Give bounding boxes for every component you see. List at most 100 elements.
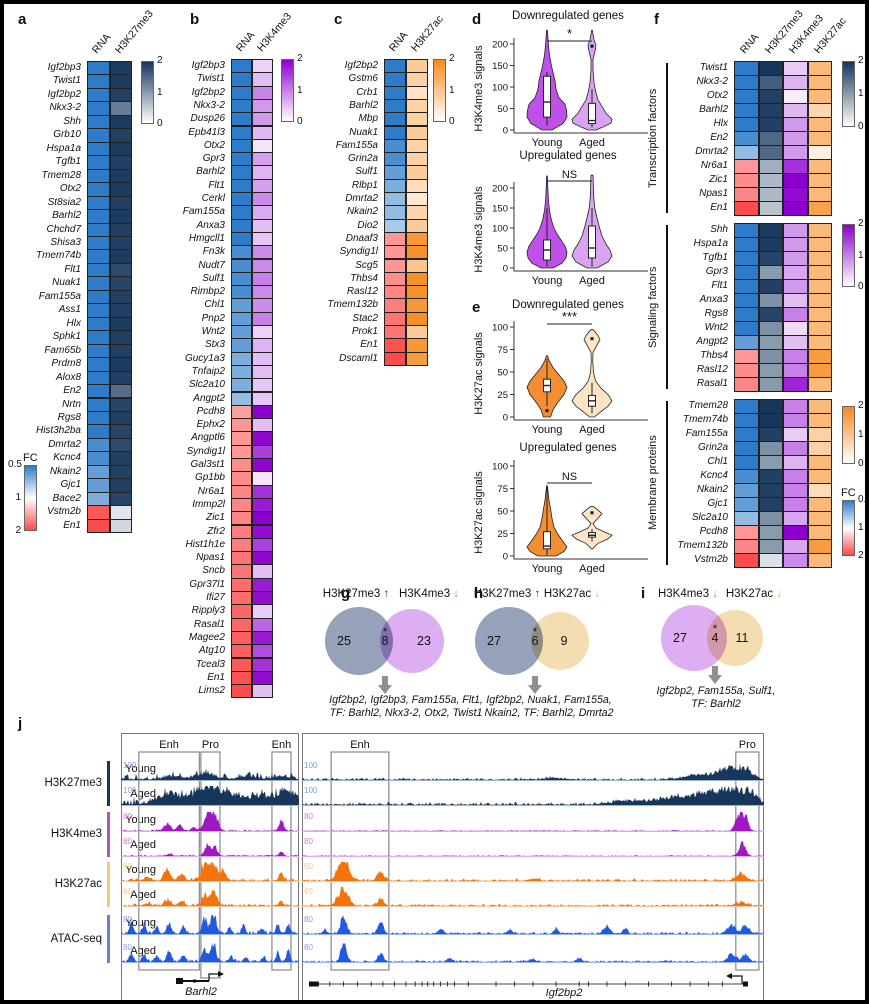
- venn-count: 4: [711, 631, 719, 645]
- track-scale-label: 80: [304, 915, 313, 924]
- gene-label: Chl1: [707, 456, 728, 467]
- gene-label: Thbs4: [700, 350, 728, 361]
- gene-label: Nkain2: [49, 465, 81, 477]
- venn-gene-list: Igf2bp2, Nuak1, Fam155a,: [486, 694, 612, 706]
- gene-label: Crb1: [356, 86, 378, 98]
- gene-label: Hspa1a: [693, 238, 728, 249]
- track-signal-H3K4me3-aged: [121, 842, 299, 856]
- venn-count: 11: [735, 631, 749, 645]
- gene-label: Dio2: [357, 219, 378, 231]
- heatmap-cell-mark: [406, 351, 428, 366]
- heatmap-cell-rna: [87, 518, 110, 534]
- venn-count-star: *: [382, 626, 388, 638]
- gene-label: Nr6a1: [700, 160, 728, 171]
- gene-label: Stac2: [352, 312, 378, 324]
- direction-arrow-icon: ↓: [776, 588, 783, 600]
- genome-tracks-panel-j: H3K27me3 Young Aged H3K4me3 Young Aged H3K27ac…: [4, 4, 865, 1000]
- gene-label: Slc2a10: [691, 512, 728, 523]
- heatmap-cell-mark: [807, 201, 832, 216]
- browser-panel-border: [302, 733, 764, 1000]
- gene-label: Kcnc4: [53, 452, 81, 464]
- colorbar-tick: 2: [449, 53, 455, 64]
- y-tick-label: 100: [492, 462, 508, 473]
- gene-label: Barhl2: [196, 166, 225, 178]
- track-mark-label: H3K4me3: [50, 828, 102, 840]
- colorbar-tick: 2: [15, 525, 21, 536]
- boxplot-box: [543, 531, 551, 550]
- gene-label: Slc2a10: [188, 379, 225, 391]
- venn-panel-h: H3K27me3 ↑ H3K27ac ↓ 27 6 * 9 Igf2bp2, Nuak1, …: [4, 4, 865, 1000]
- region-label-Enh: Enh: [272, 739, 292, 751]
- colorbar-tick: 1: [858, 429, 864, 440]
- violin-shape-aged: [571, 506, 613, 550]
- venn-set-title: H3K27ac ↓: [544, 588, 600, 600]
- gene-label: Epb41l3: [188, 126, 225, 138]
- y-tick-label: 150: [492, 204, 508, 215]
- track-scale-label: 100: [123, 761, 137, 770]
- venn-gene-list: Igf2bp2, Igf2bp3, Fam155a, Flt1,: [329, 694, 483, 706]
- track-signal-H3K27me3-young: [121, 768, 299, 780]
- track-scale-label: 60: [123, 862, 132, 871]
- colorbar-tick: 2: [858, 55, 864, 66]
- track-age-label: Aged: [130, 788, 156, 800]
- gene-label: Twist1: [196, 73, 225, 85]
- y-tick-label: 25: [497, 529, 508, 540]
- gene-label: Flt1: [711, 280, 728, 291]
- panel-label-h: h: [474, 585, 484, 602]
- track-mark-label: H3K27me3: [44, 777, 102, 789]
- gene-label: Sulf1: [202, 272, 225, 284]
- gene-label: Igf2bp2: [191, 86, 225, 98]
- gene-label: Hlx: [66, 317, 81, 329]
- region-box-Pro: [200, 751, 221, 979]
- colorbar-tick: 2: [858, 550, 864, 561]
- gene-label: Gjc1: [60, 479, 81, 491]
- gene-label: Gp1bb: [194, 472, 225, 484]
- gene-label: Ass1: [58, 304, 81, 316]
- gene-label: Dscaml1: [339, 352, 378, 364]
- colorbar: [433, 59, 446, 122]
- gene-label: Shisa3: [50, 236, 81, 248]
- track-scale-label: 80: [304, 837, 313, 846]
- track-scale-label: 60: [304, 887, 313, 896]
- panel-label-b: b: [190, 11, 200, 28]
- gene-label: Npas1: [699, 188, 728, 199]
- venn-circle-H3K4me3: [380, 609, 444, 673]
- gene-label: Tmem74b: [682, 414, 728, 425]
- arrow-head: [528, 685, 542, 694]
- gene-label: Tmem132b: [677, 540, 728, 551]
- colorbar-tick: 0: [858, 458, 864, 469]
- gene-label: Igf2bp2: [344, 60, 378, 71]
- gene-label: Rlbp1: [351, 179, 378, 191]
- venn-set-title: H3K4me3 ↓: [399, 588, 459, 600]
- colorbar-tick: 1: [449, 84, 455, 96]
- colorbar-tick: 1: [297, 84, 303, 96]
- tss-arrow: [208, 973, 218, 981]
- gene-label: Barhl2: [52, 210, 81, 222]
- gene-label: Barhl2: [699, 104, 728, 115]
- gene-label: Zic1: [709, 174, 728, 185]
- gene-name: Igf2bp2: [546, 987, 583, 999]
- browser-panel-svg-Barhl2: Enh Pro Enh 100 100 80 80 60 60 80 80 Barhl2: [121, 739, 299, 998]
- gene-label: Magee2: [188, 631, 225, 643]
- y-tick-label: 75: [497, 345, 508, 356]
- group-label: Young: [532, 424, 563, 436]
- gene-label: Prok1: [351, 326, 378, 337]
- gene-label: Syndig1l: [339, 246, 378, 258]
- y-tick-label: 0: [503, 126, 508, 137]
- gene-label: Otx2: [706, 90, 728, 101]
- gene-label: Nkain2: [696, 484, 728, 495]
- plot-title: Upregulated genes: [519, 442, 616, 454]
- venn-panel-g: H3K27me3 ↑ H3K4me3 ↓ 25 8 * 23 Igf2bp2, Igf2bp…: [4, 4, 865, 1000]
- tss-arrow-head: [726, 973, 732, 979]
- gene-label: Rasal1: [193, 618, 225, 630]
- tss-arrow: [732, 975, 743, 984]
- outlier-dot: [545, 409, 549, 413]
- gene-label: En1: [207, 671, 225, 683]
- track-age-label: Aged: [130, 889, 156, 901]
- gene-label: Nuak1: [349, 126, 378, 138]
- group-bracket: [666, 225, 668, 389]
- heatmap-cell-mark: [758, 377, 783, 392]
- heatmap-cell-mark: [783, 553, 808, 568]
- boxplot-box: [588, 102, 596, 125]
- track-age-label: Young: [125, 864, 156, 876]
